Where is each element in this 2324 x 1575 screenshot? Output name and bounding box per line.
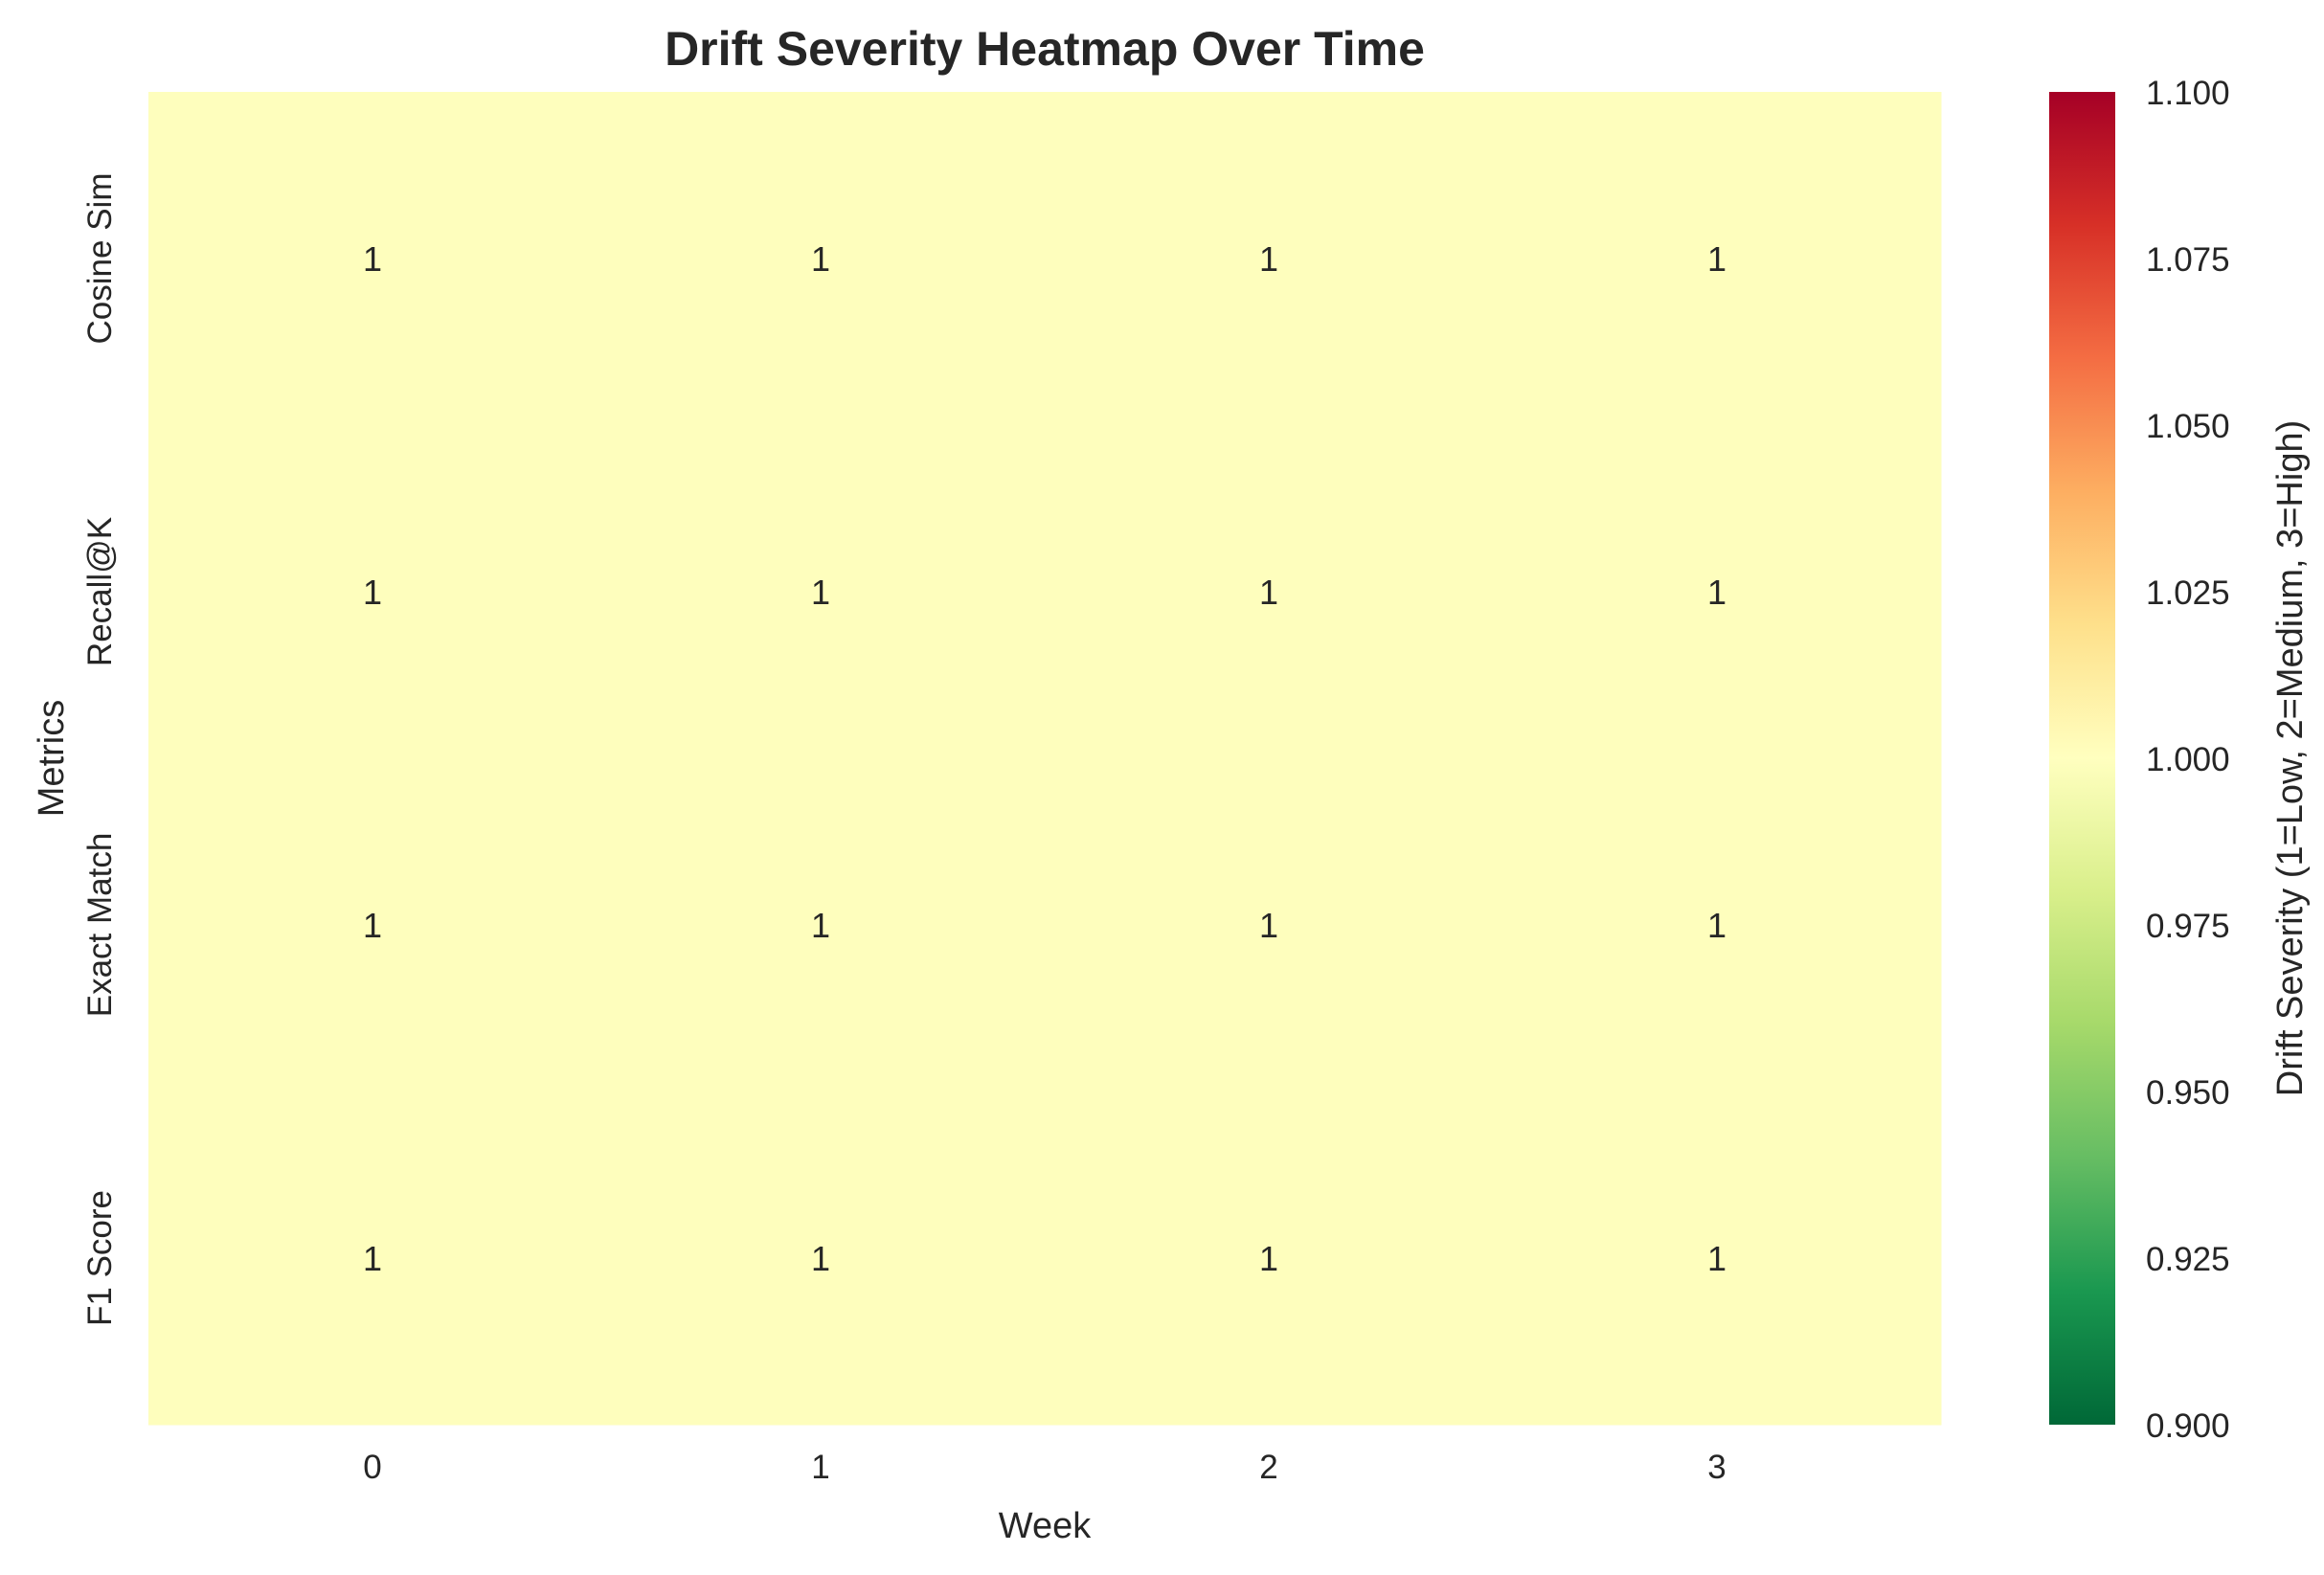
cell-value-label: 1 — [1259, 1239, 1278, 1278]
heatmap-cell — [148, 425, 598, 759]
cell-value-label: 1 — [1707, 573, 1726, 612]
colorbar-tick-label: 1.000 — [2146, 741, 2230, 778]
y-tick-label: F1 Score — [81, 1190, 119, 1326]
heatmap-cell — [1493, 425, 1942, 759]
heatmap-cell — [1045, 1091, 1494, 1426]
colorbar-label: Drift Severity (1=Low, 2=Medium, 3=High) — [2270, 420, 2311, 1096]
colorbar-tick-label: 0.950 — [2146, 1074, 2230, 1112]
chart-title: Drift Severity Heatmap Over Time — [665, 22, 1425, 76]
colorbar — [2049, 92, 2115, 1425]
y-tick-label: Recall@K — [81, 517, 119, 666]
colorbar-ticks: 0.900 0.925 0.950 0.975 1.000 1.025 1.050 1.075… — [2146, 75, 2230, 1445]
cell-value-label: 1 — [363, 239, 382, 279]
heatmap-cell — [1493, 92, 1942, 426]
x-axis-ticks: 0 1 2 3 — [363, 1449, 1726, 1486]
x-tick-label: 1 — [811, 1449, 829, 1486]
heatmap-cell — [1493, 1091, 1942, 1426]
x-tick-label: 2 — [1259, 1449, 1277, 1486]
colorbar-tick-label: 0.900 — [2146, 1407, 2230, 1445]
cell-value-label: 1 — [1707, 906, 1726, 945]
cell-value-label: 1 — [363, 1239, 382, 1278]
colorbar-tick-label: 0.975 — [2146, 908, 2230, 945]
y-axis-label: Metrics — [32, 700, 72, 817]
colorbar-tick-label: 1.050 — [2146, 408, 2230, 445]
cell-value-label: 1 — [1707, 1239, 1726, 1278]
heatmap-cell — [1493, 758, 1942, 1092]
heatmap-cell — [1045, 758, 1494, 1092]
cell-value-label: 1 — [1259, 239, 1278, 279]
y-axis-ticks: Cosine Sim Recall@K Exact Match F1 Score — [81, 173, 119, 1326]
heatmap-cell — [597, 425, 1046, 759]
cell-value-label: 1 — [1707, 239, 1726, 279]
y-tick-label: Exact Match — [81, 833, 119, 1018]
colorbar-tick-label: 1.100 — [2146, 75, 2230, 112]
x-tick-label: 0 — [363, 1449, 381, 1486]
colorbar-tick-label: 0.925 — [2146, 1241, 2230, 1278]
colorbar-tick-label: 1.075 — [2146, 241, 2230, 279]
heatmap-cell — [148, 1091, 598, 1426]
heatmap-cell — [148, 92, 598, 426]
cell-value-label: 1 — [1259, 906, 1278, 945]
heatmap-cell — [148, 758, 598, 1092]
cell-value-label: 1 — [1259, 573, 1278, 612]
x-axis-label: Week — [999, 1506, 1092, 1546]
cell-value-label: 1 — [811, 239, 830, 279]
x-tick-label: 3 — [1707, 1449, 1726, 1486]
y-tick-label: Cosine Sim — [81, 173, 119, 345]
cell-value-label: 1 — [363, 906, 382, 945]
cell-value-label: 1 — [811, 906, 830, 945]
heatmap-cell — [597, 92, 1046, 426]
colorbar-tick-label: 1.025 — [2146, 574, 2230, 612]
cell-value-label: 1 — [363, 573, 382, 612]
heatmap-cell-labels: 1 1 1 1 1 1 1 1 1 1 1 1 1 1 1 1 — [363, 239, 1726, 1278]
heatmap-cell — [597, 1091, 1046, 1426]
cell-value-label: 1 — [811, 573, 830, 612]
heatmap-cell — [597, 758, 1046, 1092]
heatmap-cell — [1045, 92, 1494, 426]
heatmap-cells — [148, 92, 1942, 1426]
heatmap-cell — [1045, 425, 1494, 759]
cell-value-label: 1 — [811, 1239, 830, 1278]
